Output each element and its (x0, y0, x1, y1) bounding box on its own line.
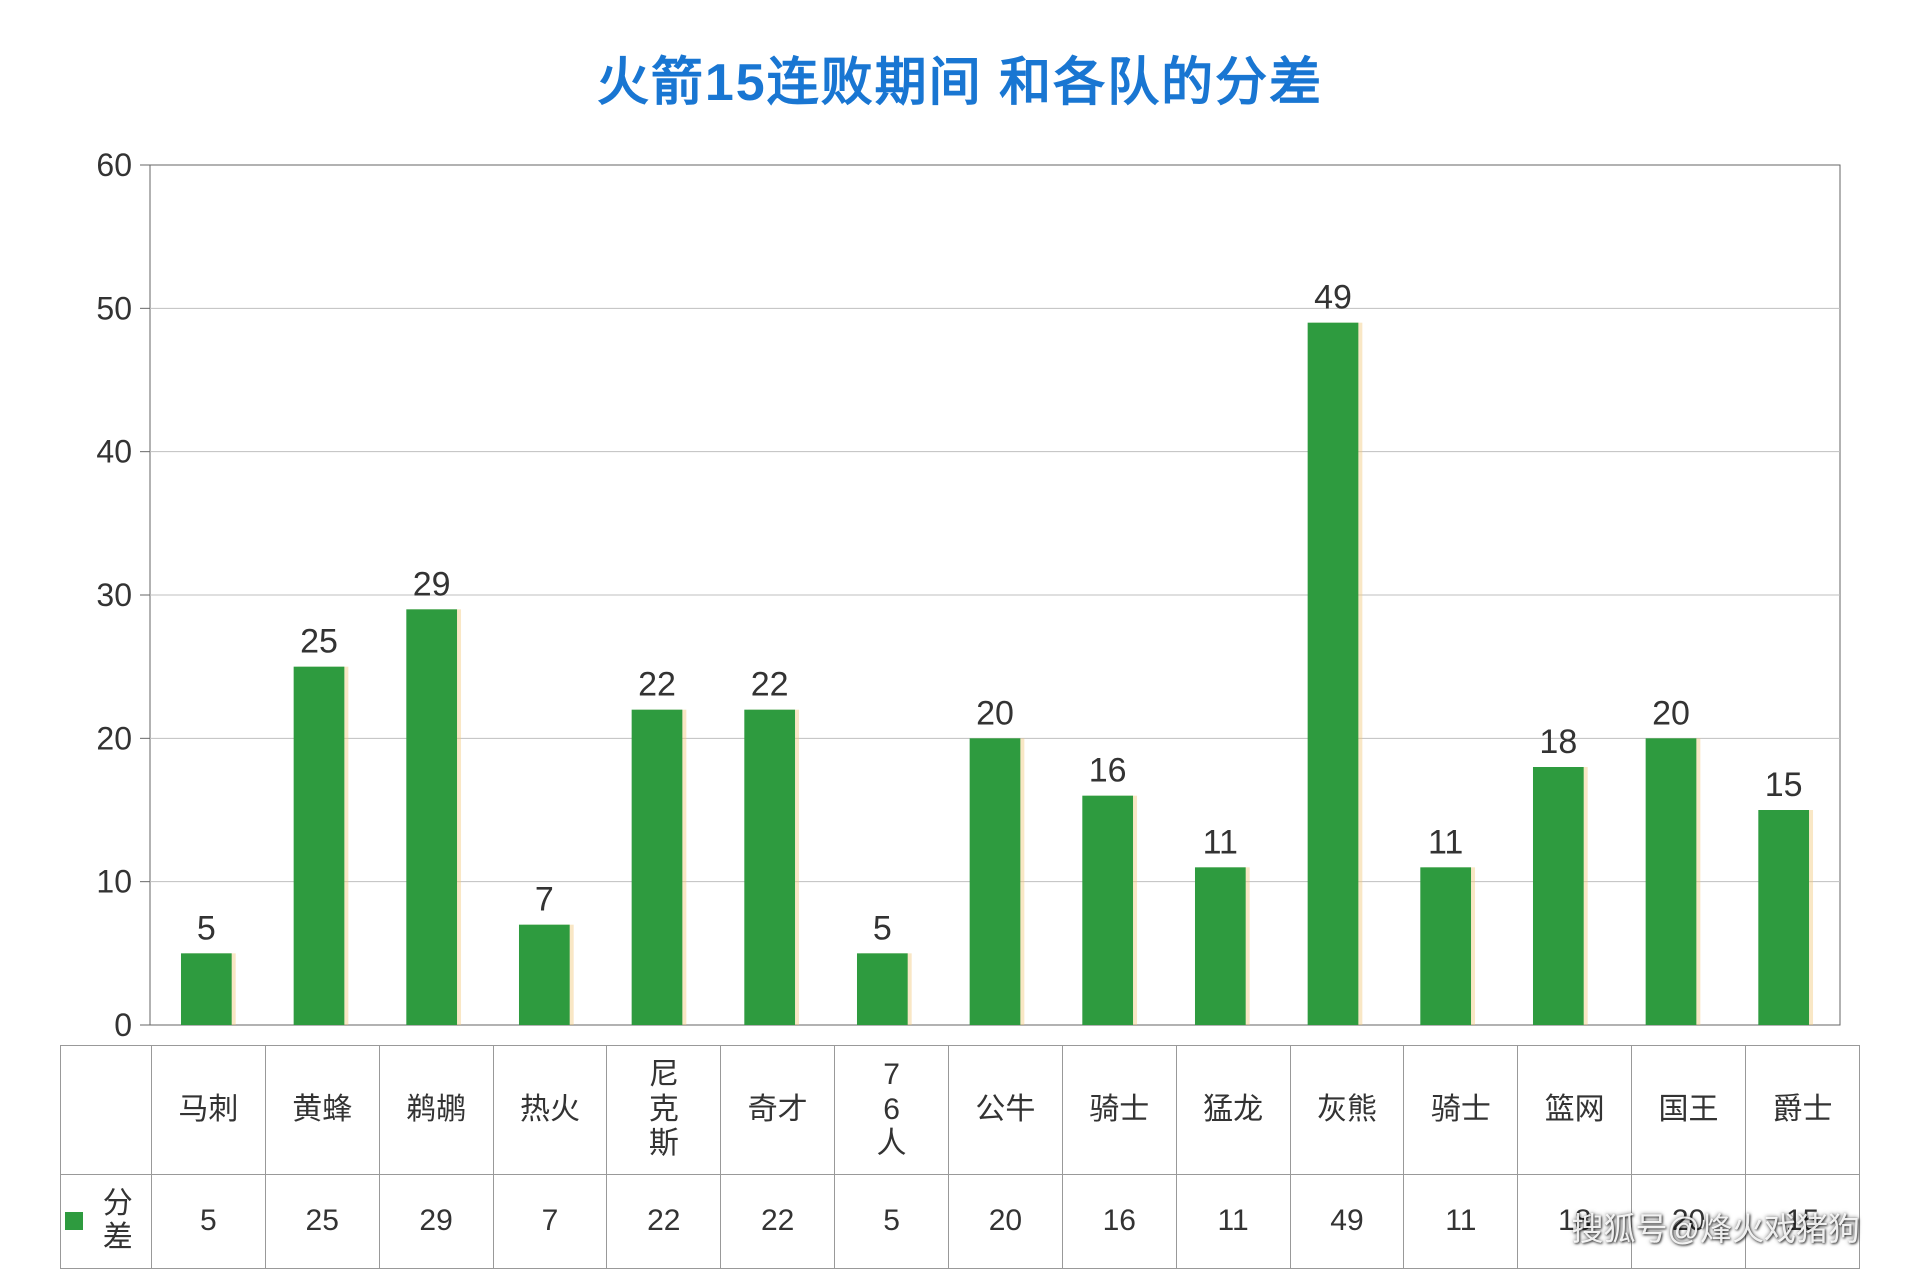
category-cell: 热火 (493, 1046, 607, 1175)
value-cell: 20 (948, 1174, 1062, 1268)
category-row: 马刺黄蜂鹈鹕热火尼克斯奇才76人公牛骑士猛龙灰熊骑士篮网国王爵士 (61, 1046, 1860, 1175)
category-cell: 国王 (1632, 1046, 1746, 1175)
bar-value-label: 5 (197, 909, 216, 947)
category-cell: 灰熊 (1290, 1046, 1404, 1175)
bar-value-label: 49 (1314, 279, 1352, 317)
bar (1758, 810, 1809, 1025)
category-cell: 骑士 (1062, 1046, 1176, 1175)
y-tick-label: 0 (114, 1007, 132, 1043)
bar (294, 667, 345, 1025)
bar-value-label: 20 (1652, 694, 1690, 732)
series-label: 分差 (89, 1187, 147, 1256)
category-header-blank (61, 1046, 152, 1175)
bar-chart: 0 10 20 30 40 50 60 5 25 29 7 22 22 5 20 16 11 49 11 18 20 15 (60, 145, 1860, 1045)
bar-value-label: 5 (873, 909, 892, 947)
data-table: 马刺黄蜂鹈鹕热火尼克斯奇才76人公牛骑士猛龙灰熊骑士篮网国王爵士分差525297… (60, 1045, 1860, 1269)
bar (632, 710, 683, 1025)
value-cell: 11 (1176, 1174, 1290, 1268)
bar-value-label: 15 (1765, 766, 1803, 804)
bar (181, 953, 232, 1025)
bar (1646, 738, 1697, 1025)
bar (1195, 867, 1246, 1025)
bar (1082, 796, 1133, 1025)
category-cell: 尼克斯 (607, 1046, 721, 1175)
y-tick-label: 20 (96, 720, 132, 756)
data-table-wrap: 马刺黄蜂鹈鹕热火尼克斯奇才76人公牛骑士猛龙灰熊骑士篮网国王爵士分差525297… (60, 1045, 1860, 1269)
value-cell: 18 (1518, 1174, 1632, 1268)
bar-value-label: 11 (1203, 823, 1238, 861)
value-cell: 15 (1745, 1174, 1859, 1268)
legend-swatch (65, 1212, 83, 1230)
value-cell: 7 (493, 1174, 607, 1268)
y-tick-label: 30 (96, 577, 132, 613)
bar-value-label: 25 (300, 623, 338, 661)
bar (970, 738, 1021, 1025)
bar-value-label: 16 (1089, 752, 1127, 790)
bar-value-label: 22 (638, 666, 676, 704)
value-cell: 29 (379, 1174, 493, 1268)
category-cell: 猛龙 (1176, 1046, 1290, 1175)
category-cell: 公牛 (948, 1046, 1062, 1175)
bar-value-label: 22 (751, 666, 789, 704)
value-cell: 22 (607, 1174, 721, 1268)
bar (857, 953, 908, 1025)
y-tick-label: 10 (96, 864, 132, 900)
value-cell: 5 (835, 1174, 949, 1268)
category-cell: 黄蜂 (265, 1046, 379, 1175)
bar (744, 710, 795, 1025)
value-cell: 20 (1632, 1174, 1746, 1268)
category-cell: 爵士 (1745, 1046, 1859, 1175)
value-cell: 11 (1404, 1174, 1518, 1268)
bar-value-label: 29 (413, 565, 451, 603)
bar-value-label: 18 (1539, 723, 1577, 761)
value-cell: 22 (721, 1174, 835, 1268)
bar (406, 609, 457, 1025)
bar-value-label: 11 (1428, 823, 1463, 861)
value-cell: 16 (1062, 1174, 1176, 1268)
bar-value-label: 7 (535, 881, 554, 919)
series-legend-cell: 分差 (61, 1174, 152, 1268)
bar (1308, 323, 1359, 1025)
category-cell: 鹈鹕 (379, 1046, 493, 1175)
y-tick-label: 50 (96, 290, 132, 326)
category-cell: 76人 (835, 1046, 949, 1175)
value-cell: 5 (151, 1174, 265, 1268)
bar (1420, 867, 1471, 1025)
category-cell: 马刺 (151, 1046, 265, 1175)
chart-title: 火箭15连败期间 和各队的分差 (60, 40, 1860, 115)
y-tick-label: 40 (96, 434, 132, 470)
category-cell: 奇才 (721, 1046, 835, 1175)
category-cell: 骑士 (1404, 1046, 1518, 1175)
value-cell: 49 (1290, 1174, 1404, 1268)
value-row: 分差525297222252016114911182015 (61, 1174, 1860, 1268)
chart-area: 0 10 20 30 40 50 60 5 25 29 7 22 22 5 20 16 11 49 11 18 20 15 (60, 145, 1860, 1045)
bar (1533, 767, 1584, 1025)
bar-value-label: 20 (976, 694, 1014, 732)
bar (519, 925, 570, 1025)
category-cell: 篮网 (1518, 1046, 1632, 1175)
value-cell: 25 (265, 1174, 379, 1268)
y-tick-label: 60 (96, 147, 132, 183)
